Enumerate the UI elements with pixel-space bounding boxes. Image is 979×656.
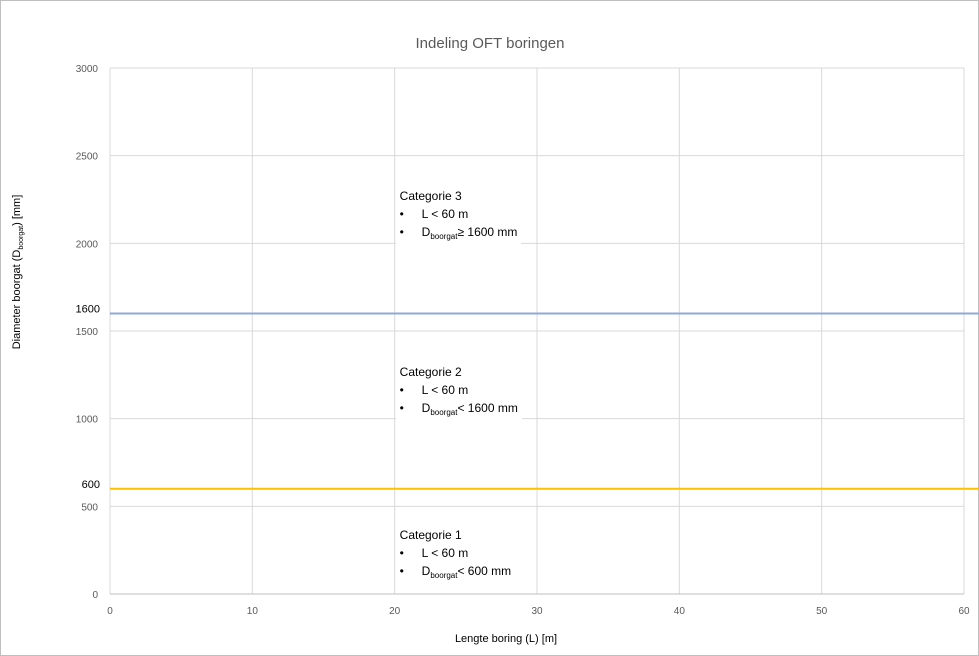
- bullet-icon: •: [399, 545, 404, 560]
- bullet-icon: •: [399, 207, 404, 222]
- y-tick-label: 0: [92, 590, 98, 601]
- annotation-categorie-2: Categorie 2 • L < 60 m • Dboorgat< 1600 mm: [395, 360, 522, 424]
- x-tick-label: 60: [958, 606, 970, 617]
- annotation-categorie-1: Categorie 1 • L < 60 m • Dboorgat< 600 mm: [395, 523, 516, 587]
- bullet-text-symbol: D: [421, 225, 431, 240]
- bullet-text-value: < 1600 mm: [457, 400, 518, 415]
- x-tick-label: 30: [531, 606, 543, 617]
- y-axis-label-main: Diameter boorgat (D: [11, 250, 23, 350]
- annotation-bullet: • L < 60 m: [400, 381, 518, 399]
- bullet-text-subscript: boorgat: [430, 407, 458, 417]
- y-tick-label: 2000: [76, 239, 99, 250]
- bullet-text-value: < 600 mm: [457, 563, 512, 578]
- bullet-text-subscript: boorgat: [430, 232, 458, 242]
- x-tick-labels: 0 10 20 30 40 50 60: [107, 606, 970, 617]
- y-tick-label: 3000: [76, 64, 99, 75]
- grid: [109, 67, 965, 595]
- reference-line-label: 600: [82, 479, 100, 491]
- bullet-text-subscript: boorgat: [430, 570, 458, 580]
- annotation-bullet: • L < 60 m: [400, 205, 518, 223]
- annotation-title: Categorie 1: [399, 527, 462, 542]
- bullet-text-symbol: D: [421, 400, 431, 415]
- bullet-text: L < 60 m: [421, 545, 469, 560]
- bullet-icon: •: [399, 400, 404, 415]
- y-axis-label: Diameter boorgat (Dboorgat) [mm]: [11, 195, 25, 350]
- bullet-icon: •: [399, 382, 404, 397]
- x-tick-label: 40: [674, 606, 686, 617]
- annotation-bullet: • L < 60 m: [400, 544, 512, 562]
- y-tick-labels: 0 500 1000 1500 2000 2500 3000: [76, 64, 99, 601]
- x-axis-label: Lengte boring (L) [m]: [455, 633, 557, 645]
- bullet-text: L < 60 m: [421, 207, 469, 222]
- annotation-title: Categorie 2: [399, 364, 462, 379]
- annotation-bullet: • Dboorgat≥ 1600 mm: [400, 223, 518, 246]
- bullet-icon: •: [399, 225, 404, 240]
- annotation-categorie-3: Categorie 3 • L < 60 m • Dboorgat≥ 1600 mm: [395, 185, 522, 249]
- y-axis-label-sub: boorgat: [18, 226, 25, 250]
- y-tick-label: 1000: [76, 415, 99, 426]
- annotation-title: Categorie 3: [399, 189, 462, 204]
- y-tick-label: 2500: [76, 152, 99, 163]
- x-tick-label: 10: [247, 606, 259, 617]
- bullet-text-value: ≥ 1600 mm: [457, 225, 518, 240]
- bullet-icon: •: [399, 563, 404, 578]
- y-tick-label: 500: [81, 502, 98, 513]
- reference-lines: 1600 600: [76, 303, 979, 491]
- x-tick-label: 50: [816, 606, 828, 617]
- x-tick-label: 20: [389, 606, 401, 617]
- y-axis-label-tail: ) [mm]: [11, 195, 23, 226]
- annotation-bullet: • Dboorgat< 1600 mm: [400, 399, 518, 422]
- bullet-text-symbol: D: [421, 563, 431, 578]
- bullet-text: L < 60 m: [421, 382, 469, 397]
- chart-title: Indeling OFT boringen: [416, 35, 565, 52]
- x-tick-label: 0: [107, 606, 113, 617]
- y-tick-label: 1500: [76, 327, 99, 338]
- reference-line-label: 1600: [76, 303, 100, 315]
- annotation-bullet: • Dboorgat< 600 mm: [400, 562, 512, 585]
